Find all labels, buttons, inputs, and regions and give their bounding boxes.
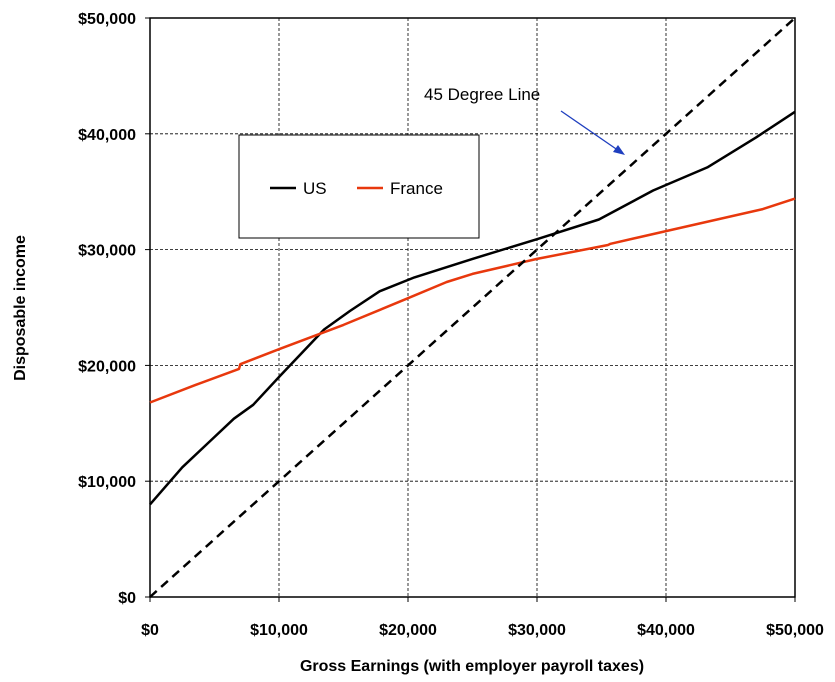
series-line-us	[149, 110, 796, 506]
x-tick-label: $40,000	[637, 622, 695, 639]
legend-box	[238, 134, 480, 239]
x-tick-label: $0	[141, 622, 159, 639]
y-axis-ticks: $0 $10,000 $20,000 $30,000 $40,000 $50,000	[78, 11, 150, 607]
x-tick-label: $50,000	[766, 622, 824, 639]
y-tick-label: $0	[118, 590, 136, 607]
x-axis-ticks: $0 $10,000 $20,000 $30,000 $40,000 $50,000	[141, 597, 824, 639]
legend-label-france: France	[390, 179, 443, 198]
annotation-45-degree: 45 Degree Line	[424, 85, 625, 155]
annotation-arrowhead	[613, 145, 625, 155]
legend: US France	[238, 134, 480, 239]
y-tick-label: $50,000	[78, 11, 136, 28]
legend-label-us: US	[303, 179, 327, 198]
gridlines	[150, 18, 795, 597]
series-layer	[149, 17, 796, 598]
x-tick-label: $30,000	[508, 622, 566, 639]
x-axis-title: Gross Earnings (with employer payroll ta…	[300, 658, 644, 675]
x-tick-label: $10,000	[250, 622, 308, 639]
y-axis-title: Disposable income	[12, 235, 29, 381]
y-tick-label: $20,000	[78, 358, 136, 375]
annotation-arrow	[560, 110, 623, 154]
y-tick-label: $30,000	[78, 243, 136, 260]
series-line-france	[149, 197, 796, 404]
annotation-label: 45 Degree Line	[424, 85, 540, 104]
y-tick-label: $40,000	[78, 127, 136, 144]
y-tick-label: $10,000	[78, 474, 136, 491]
series-line-45-degree-line	[149, 17, 796, 598]
x-tick-label: $20,000	[379, 622, 437, 639]
